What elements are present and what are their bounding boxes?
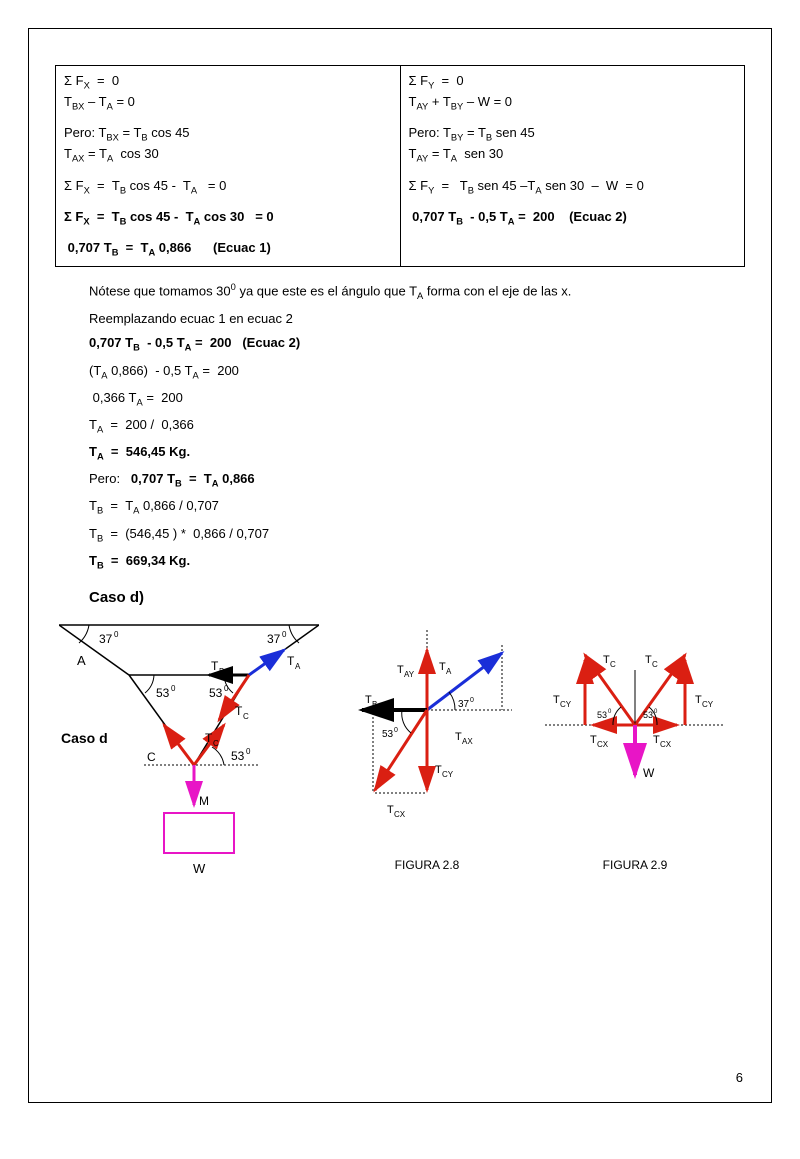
eq-line-bold: 0,707 TB = TA 0,866 (Ecuac 1) (64, 239, 392, 260)
svg-text:C: C (213, 739, 219, 748)
eq-line: TAY = TA sen 30 (409, 145, 737, 166)
svg-text:0: 0 (470, 697, 474, 704)
svg-text:53: 53 (209, 686, 223, 700)
svg-text:T: T (590, 734, 597, 746)
label-M: M (199, 794, 209, 808)
svg-text:0: 0 (608, 709, 612, 715)
svg-text:T: T (455, 731, 462, 743)
svg-text:B: B (219, 667, 224, 676)
label-A: A (77, 653, 86, 668)
eq-line-bold: Σ FX = TB cos 45 - TA cos 30 = 0 (64, 208, 392, 229)
eq-line-bold: TB = 669,34 Kg. (55, 552, 745, 573)
svg-text:T: T (235, 704, 243, 718)
text-line: Reemplazando ecuac 1 en ecuac 2 (55, 310, 745, 329)
svg-text:T: T (653, 734, 660, 746)
eq-line: Pero: TBX = TB cos 45 (64, 124, 392, 145)
figure-2-9: TC TC TCY TCY 530 530 TCX TCX W FIGURA 2… (535, 615, 735, 891)
svg-text:T: T (365, 694, 372, 706)
svg-text:T: T (439, 661, 446, 673)
label-caso-d: Caso d (61, 730, 108, 746)
svg-text:CY: CY (560, 700, 572, 709)
svg-text:C: C (243, 712, 249, 721)
svg-text:T: T (287, 654, 295, 668)
eq-line: Σ FX = TB cos 45 - TA = 0 (64, 177, 392, 198)
page: Σ FX = 0 TBX – TA = 0 Pero: TBX = TB cos… (28, 28, 772, 1103)
svg-text:53: 53 (156, 686, 170, 700)
svg-text:AX: AX (462, 737, 473, 746)
svg-text:53: 53 (231, 749, 245, 763)
svg-text:C: C (652, 660, 658, 669)
eq-line: Σ FY = TB sen 45 –TA sen 30 – W = 0 (409, 177, 737, 198)
eq-line: TBX – TA = 0 (64, 93, 392, 114)
eq-line-bold: 0,707 TB - 0,5 TA = 200 (Ecuac 2) (409, 208, 737, 229)
figures-row: 370 370 A 530 530 530 TB TA TC TC C M W … (55, 615, 745, 891)
eq-line: (TA 0,866) - 0,5 TA = 200 (55, 362, 745, 383)
svg-text:CX: CX (394, 810, 406, 819)
eq-line: Pero: 0,707 TB = TA 0,866 (55, 470, 745, 491)
svg-text:B: B (372, 700, 377, 709)
eq-line: TAY + TBY – W = 0 (409, 93, 737, 114)
figure-label: FIGURA 2.8 (327, 857, 527, 874)
equation-table: Σ FX = 0 TBX – TA = 0 Pero: TBX = TB cos… (55, 65, 745, 267)
diagram-2-9: TC TC TCY TCY 530 530 TCX TCX W (535, 615, 735, 850)
label-C: C (147, 750, 156, 764)
eq-line-bold: TA = 546,45 Kg. (55, 443, 745, 464)
svg-text:T: T (435, 764, 442, 776)
svg-text:T: T (397, 664, 404, 676)
eq-line: TB = TA 0,866 / 0,707 (55, 497, 745, 518)
case-heading: Caso d) (89, 587, 745, 609)
svg-text:CY: CY (702, 700, 714, 709)
svg-text:0: 0 (171, 684, 176, 693)
svg-text:T: T (695, 694, 702, 706)
svg-text:0: 0 (394, 727, 398, 734)
svg-text:A: A (446, 667, 452, 676)
svg-text:CX: CX (660, 740, 672, 749)
svg-text:53: 53 (643, 710, 653, 720)
svg-text:0: 0 (282, 630, 287, 639)
diagram-2-8: TAY TA TB 370 530 TAX TCY TCX (327, 615, 527, 850)
svg-text:53: 53 (382, 729, 394, 740)
svg-text:53: 53 (597, 710, 607, 720)
note-line: Nótese que tomamos 300 ya que este es el… (55, 281, 745, 303)
eq-line: TA = 200 / 0,366 (55, 416, 745, 437)
figure-2-8: TAY TA TB 370 530 TAX TCY TCX FIGURA 2.8 (327, 615, 527, 891)
page-number: 6 (736, 1069, 743, 1088)
equation-cell-right: Σ FY = 0 TAY + TBY – W = 0 Pero: TBY = T… (401, 66, 745, 266)
svg-text:0: 0 (246, 747, 251, 756)
eq-line: Σ FX = 0 (64, 72, 392, 93)
svg-text:T: T (645, 654, 652, 666)
svg-text:C: C (610, 660, 616, 669)
svg-text:0: 0 (224, 684, 229, 693)
eq-line: TB = (546,45 ) * 0,866 / 0,707 (55, 525, 745, 546)
svg-text:AY: AY (404, 670, 415, 679)
eq-line: 0,366 TA = 200 (55, 389, 745, 410)
figure-caso-d: 370 370 A 530 530 530 TB TA TC TC C M W … (59, 615, 319, 891)
label-W: W (193, 861, 206, 876)
svg-text:T: T (603, 654, 610, 666)
eq-line: Pero: TBY = TB sen 45 (409, 124, 737, 145)
svg-text:37: 37 (458, 699, 470, 710)
svg-text:CX: CX (597, 740, 609, 749)
svg-text:CY: CY (442, 770, 454, 779)
eq-line: Σ FY = 0 (409, 72, 737, 93)
label-W: W (643, 766, 655, 780)
svg-text:T: T (211, 659, 219, 673)
svg-text:T: T (553, 694, 560, 706)
eq-line-bold: 0,707 TB - 0,5 TA = 200 (Ecuac 2) (55, 334, 745, 355)
figure-label: FIGURA 2.9 (535, 857, 735, 874)
diagram-caso-d: 370 370 A 530 530 530 TB TA TC TC C M W … (59, 615, 319, 885)
svg-text:A: A (295, 662, 301, 671)
svg-text:37: 37 (267, 632, 281, 646)
svg-text:37: 37 (99, 632, 113, 646)
svg-text:0: 0 (114, 630, 119, 639)
svg-text:0: 0 (654, 709, 658, 715)
eq-line: TAX = TA cos 30 (64, 145, 392, 166)
svg-text:T: T (205, 731, 213, 745)
equation-cell-left: Σ FX = 0 TBX – TA = 0 Pero: TBX = TB cos… (56, 66, 401, 266)
svg-text:T: T (387, 804, 394, 816)
